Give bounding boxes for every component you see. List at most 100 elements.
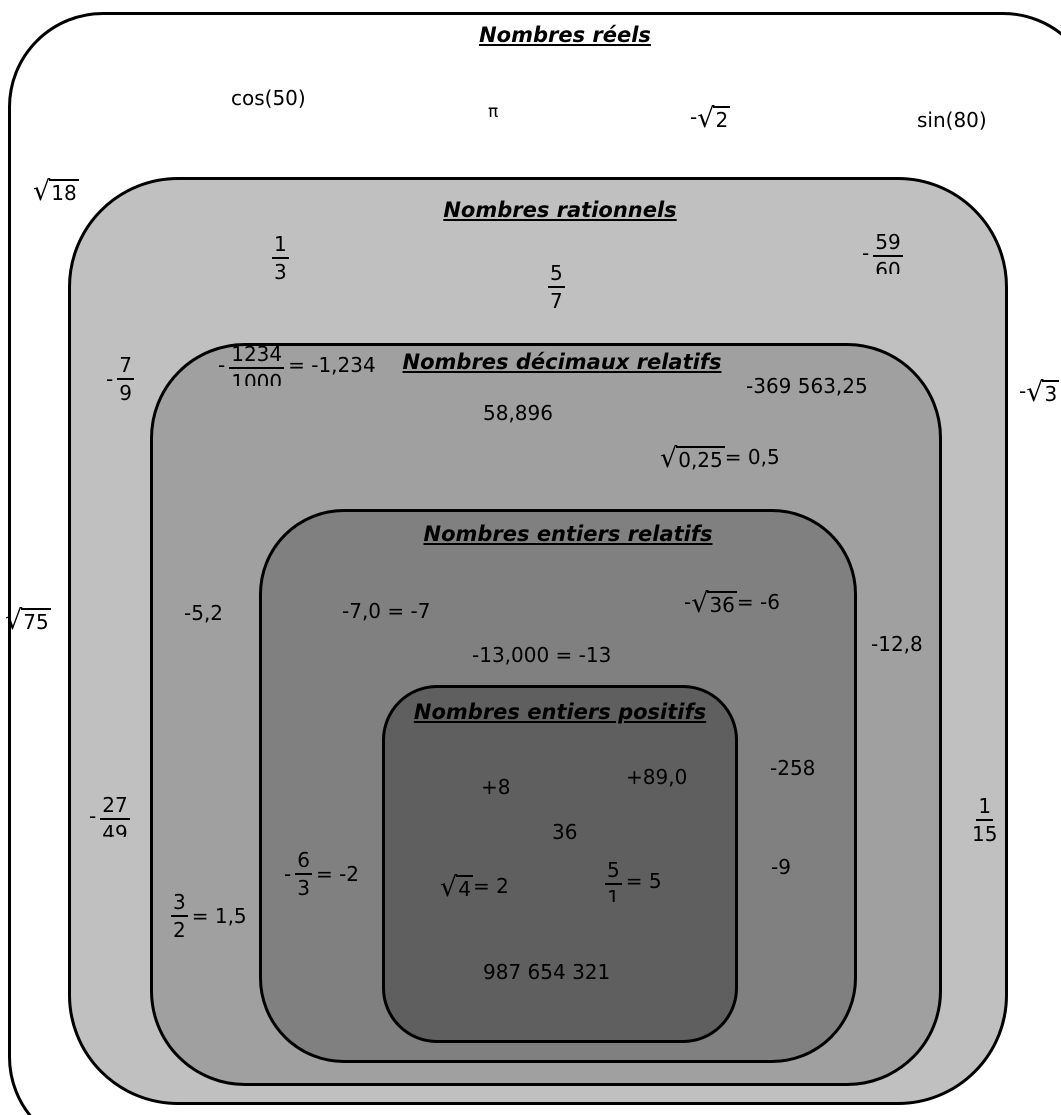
item-neg-7: -7,0 = -7 bbox=[342, 601, 430, 621]
item-neg-27-49: - 27 49 bbox=[89, 795, 134, 837]
item-neg-5-2-text: -5,2 bbox=[184, 601, 224, 625]
fraction-denominator: 49 bbox=[102, 821, 128, 837]
item-neg-sqrt36: - √ 36 = -6 bbox=[684, 588, 780, 619]
item-sqrt-0-25: √ 0,25 = 0,5 bbox=[660, 443, 780, 474]
item-plus-8: +8 bbox=[481, 777, 510, 797]
item-plus-89-text: +89,0 bbox=[626, 765, 688, 789]
item-neg-12-8: -12,8 bbox=[871, 634, 923, 654]
fraction-numerator: 59 bbox=[873, 232, 903, 257]
item-neg-9: -9 bbox=[771, 857, 791, 877]
item-sin80-text: sin(80) bbox=[917, 108, 987, 132]
neg-sign: - bbox=[218, 353, 226, 377]
item-neg-369563-25-text: -369 563,25 bbox=[746, 374, 868, 398]
item-neg-258-text: -258 bbox=[770, 756, 816, 780]
neg-sign: - bbox=[1019, 378, 1027, 403]
equals-value: = -2 bbox=[315, 862, 360, 886]
title-decimaux: Nombres décimaux relatifs bbox=[402, 350, 722, 374]
neg-sign: - bbox=[862, 241, 870, 265]
item-neg-59-60: - 59 60 bbox=[862, 232, 907, 274]
item-sqrt18: √ 18 bbox=[33, 176, 79, 207]
item-neg-9-text: -9 bbox=[771, 855, 791, 879]
fraction-denominator: 2 bbox=[173, 918, 186, 942]
neg-sign: - bbox=[690, 104, 698, 129]
item-neg-369563-25: -369 563,25 bbox=[746, 376, 868, 396]
sqrt-symbol: √ 18 bbox=[33, 176, 79, 207]
sqrt-argument: 0,25 bbox=[676, 446, 725, 472]
neg-sign: - bbox=[89, 804, 97, 828]
item-neg-sqrt2: - √ 2 bbox=[690, 103, 731, 134]
sqrt-argument: 2 bbox=[713, 106, 731, 132]
item-neg-5-2: -5,2 bbox=[184, 603, 223, 623]
fraction-numerator: 5 bbox=[605, 860, 622, 885]
fraction-numerator: 1234 bbox=[229, 344, 285, 369]
item-neg-sqrt3: - √ 3 bbox=[1019, 377, 1060, 408]
fraction-denominator: 3 bbox=[297, 876, 310, 900]
fraction: 59 60 bbox=[873, 232, 903, 274]
item-neg-13-text: -13,000 = -13 bbox=[472, 643, 612, 667]
item-neg-7-text: -7,0 = -7 bbox=[342, 599, 431, 623]
item-neg-13: -13,000 = -13 bbox=[472, 645, 611, 665]
fraction: 27 49 bbox=[100, 795, 130, 837]
neg-sign: - bbox=[106, 367, 114, 391]
item-58-896: 58,896 bbox=[483, 403, 553, 423]
item-58-896-text: 58,896 bbox=[483, 401, 553, 425]
equals-value: = 0,5 bbox=[724, 444, 780, 469]
item-36: 36 bbox=[552, 822, 577, 842]
fraction-numerator: 7 bbox=[117, 355, 134, 380]
neg-sign: - bbox=[284, 862, 292, 886]
item-pi: π bbox=[488, 104, 498, 121]
item-sin80: sin(80) bbox=[917, 110, 987, 130]
item-987654321: 987 654 321 bbox=[483, 962, 610, 982]
fraction-denominator: 1000 bbox=[231, 370, 283, 386]
equals-value: = 2 bbox=[472, 873, 509, 898]
fraction-numerator: 1 bbox=[976, 796, 994, 821]
title-positifs: Nombres entiers positifs bbox=[413, 700, 707, 724]
item-plus-89: +89,0 bbox=[626, 767, 687, 787]
item-cos50: cos(50) bbox=[231, 88, 306, 108]
sqrt-argument: 36 bbox=[707, 591, 737, 617]
equals-value: = -6 bbox=[736, 589, 780, 614]
item-36-text: 36 bbox=[552, 820, 578, 844]
fraction-denominator: 1 bbox=[607, 886, 620, 902]
title-relatifs: Nombres entiers relatifs bbox=[423, 522, 713, 546]
item-987654321-text: 987 654 321 bbox=[483, 960, 611, 984]
sqrt-argument: 18 bbox=[49, 179, 79, 205]
set-positifs bbox=[382, 685, 738, 1043]
title-reels: Nombres réels bbox=[479, 23, 651, 47]
sqrt-symbol: √ 36 bbox=[691, 588, 737, 619]
item-plus-8-text: +8 bbox=[481, 775, 511, 799]
pi-symbol: π bbox=[488, 102, 499, 122]
fraction-numerator: 6 bbox=[295, 850, 312, 875]
fraction-denominator: 15 bbox=[972, 822, 998, 846]
item-sqrt75: √ 75 bbox=[5, 605, 51, 634]
item-neg-1234-1000: - 1234 1000 = -1,234 bbox=[218, 344, 376, 386]
title-rationnels: Nombres rationnels bbox=[443, 198, 677, 222]
neg-sign: - bbox=[684, 589, 692, 614]
sqrt-symbol: √ 0,25 bbox=[660, 443, 725, 474]
item-sqrt-4: √ 4 = 2 bbox=[440, 872, 509, 903]
sqrt-symbol: √ 2 bbox=[697, 103, 731, 134]
sqrt-argument: 3 bbox=[1042, 380, 1060, 406]
fraction-denominator: 60 bbox=[875, 258, 901, 274]
sqrt-symbol: √ 4 bbox=[440, 872, 473, 903]
item-cos50-text: cos(50) bbox=[231, 86, 306, 110]
fraction-numerator: 5 bbox=[548, 263, 565, 288]
equals-value: = -1,234 bbox=[288, 353, 376, 377]
sqrt-symbol: √ 3 bbox=[1026, 377, 1060, 408]
fraction-numerator: 3 bbox=[171, 892, 188, 917]
item-neg-258: -258 bbox=[770, 758, 815, 778]
sqrt-argument: 4 bbox=[456, 875, 473, 901]
equals-value: = 1,5 bbox=[191, 904, 247, 928]
equals-value: = 5 bbox=[625, 869, 662, 893]
item-one-fifteenth: 1 15 bbox=[966, 796, 1003, 844]
